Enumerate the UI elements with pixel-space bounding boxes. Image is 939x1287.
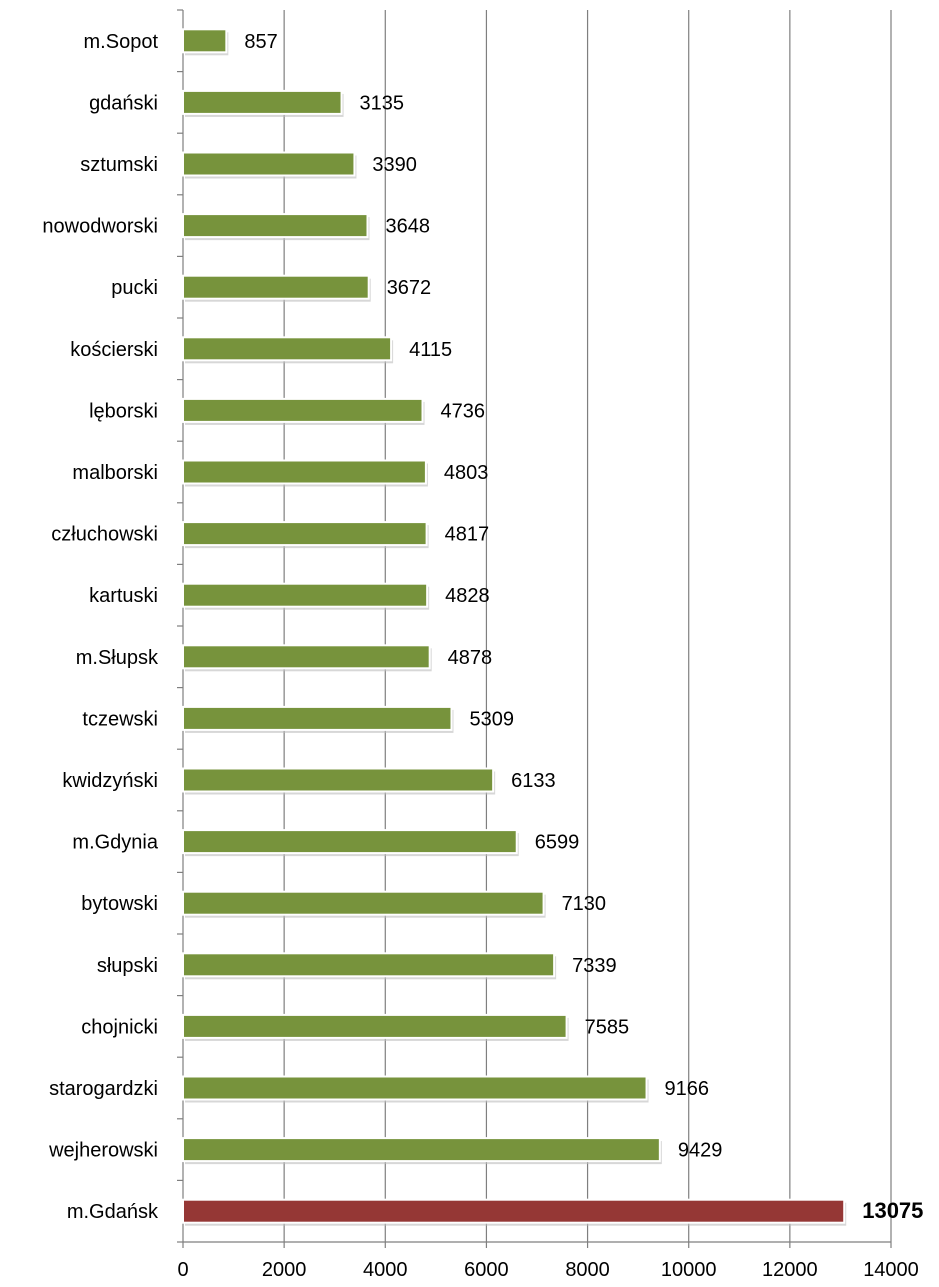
value-label: 3648 bbox=[385, 216, 430, 238]
category-label: m.Sopot bbox=[84, 31, 159, 53]
value-label: 6133 bbox=[511, 770, 555, 792]
category-label: tczewski bbox=[82, 708, 158, 730]
x-tick-label: 6000 bbox=[464, 1259, 509, 1281]
category-label: wejherowski bbox=[48, 1140, 158, 1162]
value-label: 13075 bbox=[862, 1198, 923, 1223]
value-label: 3390 bbox=[372, 154, 417, 176]
x-tick-label: 8000 bbox=[565, 1259, 610, 1281]
x-tick-label: 4000 bbox=[363, 1259, 408, 1281]
value-label: 4115 bbox=[409, 339, 452, 361]
bar bbox=[182, 89, 343, 115]
value-label: 9166 bbox=[665, 1078, 710, 1100]
gridlines bbox=[283, 10, 892, 1242]
value-label: 857 bbox=[244, 31, 277, 53]
category-label: malborski bbox=[72, 462, 158, 484]
x-tick-label: 0 bbox=[177, 1259, 188, 1281]
bar bbox=[182, 28, 228, 54]
category-label: kwidzyński bbox=[62, 770, 158, 792]
bar bbox=[182, 952, 556, 978]
category-label: słupski bbox=[97, 955, 158, 977]
bar bbox=[182, 1198, 846, 1224]
category-label: człuchowski bbox=[51, 524, 158, 546]
x-tick-label: 14000 bbox=[863, 1259, 919, 1281]
bar bbox=[182, 213, 369, 239]
category-label: chojnicki bbox=[81, 1016, 158, 1038]
bar bbox=[182, 1137, 661, 1163]
value-label: 4736 bbox=[441, 400, 486, 422]
bar bbox=[182, 890, 545, 916]
category-label: gdański bbox=[89, 92, 158, 114]
bar bbox=[182, 274, 370, 300]
value-label: 3135 bbox=[360, 92, 405, 114]
bar bbox=[182, 644, 431, 670]
value-label: 7339 bbox=[572, 955, 617, 977]
value-label: 4878 bbox=[448, 647, 493, 669]
bar bbox=[182, 459, 427, 485]
category-label: lęborski bbox=[89, 400, 158, 422]
bar bbox=[182, 521, 428, 547]
category-label: kartuski bbox=[89, 585, 158, 607]
value-label: 7585 bbox=[585, 1016, 630, 1038]
category-label: pucki bbox=[111, 277, 158, 299]
bar bbox=[182, 582, 429, 608]
category-label: kościerski bbox=[70, 339, 158, 361]
value-label: 9429 bbox=[678, 1140, 723, 1162]
category-label: m.Słupsk bbox=[76, 647, 159, 669]
category-label: m.Gdynia bbox=[72, 832, 158, 854]
bar bbox=[182, 397, 424, 423]
bar bbox=[182, 767, 495, 793]
category-label: m.Gdańsk bbox=[67, 1201, 159, 1223]
value-label: 4828 bbox=[445, 585, 490, 607]
value-label: 3672 bbox=[387, 277, 432, 299]
bar bbox=[182, 1013, 568, 1039]
value-label: 4803 bbox=[444, 462, 489, 484]
x-tick-label: 2000 bbox=[262, 1259, 307, 1281]
bar bbox=[182, 829, 518, 855]
bars bbox=[182, 28, 847, 1226]
value-label: 5309 bbox=[469, 708, 514, 730]
x-tick-label: 12000 bbox=[762, 1259, 818, 1281]
labels: 0 2000 4000 6000 8000 10000 12000 14000 m.Sopot 8… bbox=[42, 31, 923, 1281]
bar bbox=[182, 336, 393, 362]
category-label: starogardzki bbox=[49, 1078, 158, 1100]
value-label: 4817 bbox=[445, 524, 490, 546]
bar bbox=[182, 1075, 648, 1101]
x-tick-label: 10000 bbox=[661, 1259, 717, 1281]
category-label: bytowski bbox=[81, 893, 158, 915]
value-label: 6599 bbox=[535, 832, 580, 854]
category-label: sztumski bbox=[80, 154, 158, 176]
bar bbox=[182, 705, 453, 731]
bar bbox=[182, 151, 356, 177]
category-label: nowodworski bbox=[42, 216, 158, 238]
value-label: 7130 bbox=[562, 893, 607, 915]
